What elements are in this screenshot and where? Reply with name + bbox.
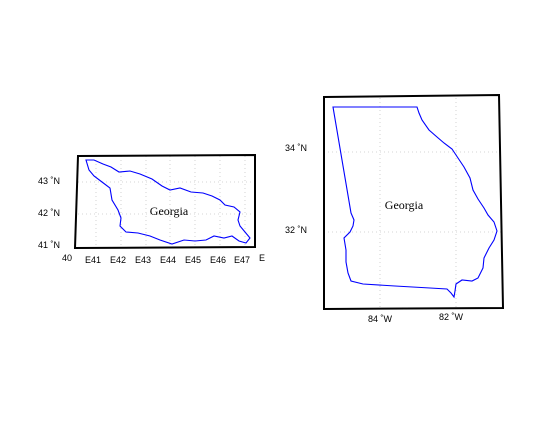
lon-label: 40 xyxy=(62,253,72,263)
lon-label: E43 xyxy=(135,255,151,265)
map-frame xyxy=(323,93,505,311)
lat-label: 34 ˚N xyxy=(285,143,307,153)
lat-label: 43 ˚N xyxy=(38,176,60,186)
region-label: Georgia xyxy=(385,198,424,212)
lat-label: 32 ˚N xyxy=(285,225,307,235)
map-country-georgia: Georgia 43 ˚N 42 ˚N 41 ˚N 40 E41 E42 E43… xyxy=(38,153,265,265)
lon-label: E46 xyxy=(210,255,226,265)
state-border-georgia xyxy=(332,106,498,299)
map-state-georgia: Georgia 34 ˚N 32 ˚N 84 ˚W 82 ˚W xyxy=(285,93,505,324)
lon-label: E42 xyxy=(110,255,126,265)
country-border-georgia xyxy=(85,159,251,245)
region-label: Georgia xyxy=(150,204,189,218)
lat-label: 41 ˚N xyxy=(38,240,60,250)
grid-lines xyxy=(324,98,503,308)
lon-label: E45 xyxy=(185,255,201,265)
lon-label: E xyxy=(259,253,265,263)
lon-label: E44 xyxy=(160,255,176,265)
lon-label: E41 xyxy=(85,255,101,265)
lon-label: 82 ˚W xyxy=(439,312,464,322)
grid-lines xyxy=(78,156,255,246)
map-frame xyxy=(73,153,256,250)
lon-label: 84 ˚W xyxy=(368,314,393,324)
lat-label: 42 ˚N xyxy=(38,208,60,218)
lon-label: E47 xyxy=(234,255,250,265)
